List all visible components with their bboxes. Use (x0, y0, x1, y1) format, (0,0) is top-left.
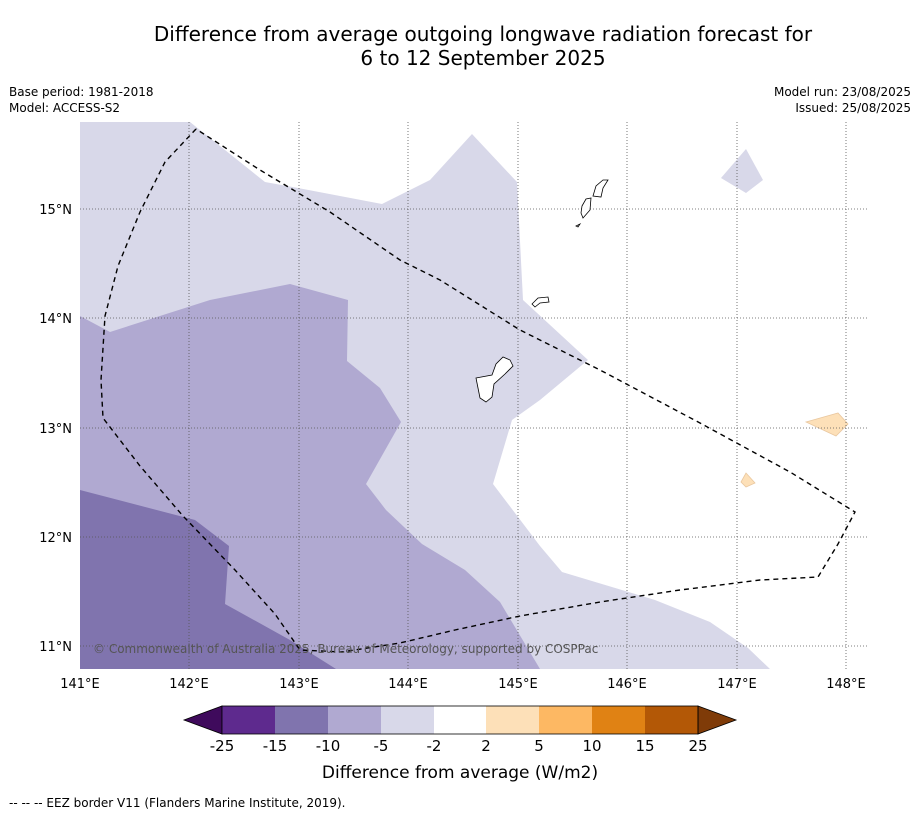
colorbar-segment (434, 706, 486, 734)
model-name: Model: ACCESS-S2 (9, 101, 121, 115)
map-title: Difference from average outgoing longwav… (100, 22, 866, 70)
colorbar-outline (221, 705, 699, 735)
colorbar-title: Difference from average (W/m2) (322, 763, 598, 783)
island-rota (531, 296, 550, 308)
colorbar-tick: -25 (210, 737, 235, 755)
island-guam (475, 356, 514, 403)
contour-light-lavender-ne (721, 149, 763, 193)
colorbar-segment (592, 706, 645, 734)
colorbar-segment (381, 706, 434, 734)
eez-footnote: -- -- -- EEZ border V11 (Flanders Marine… (9, 796, 346, 810)
gridlines (80, 122, 868, 669)
lat-label: 15°N (39, 203, 72, 218)
contour-dark-lavender (80, 490, 336, 669)
lat-label: 11°N (39, 640, 72, 655)
colorbar-tick: -15 (263, 737, 288, 755)
contour-light-orange-2 (740, 472, 756, 488)
colorbar-tick: 5 (534, 737, 544, 755)
contour-light-orange-1 (804, 412, 849, 437)
lon-label: 148°E (826, 677, 866, 692)
colorbar-segment (645, 706, 698, 734)
colorbar-tick: 2 (481, 737, 491, 755)
lat-label: 14°N (39, 312, 72, 327)
meta-left: Base period: 1981-2018 Model: ACCESS-S2 (9, 84, 154, 116)
copyright-text: © Commonwealth of Australia 2025, Bureau… (93, 642, 598, 656)
islands (475, 179, 609, 403)
lon-label: 141°E (60, 677, 100, 692)
base-period: Base period: 1981-2018 (9, 85, 154, 99)
lat-labels: 15°N 14°N 13°N 12°N 11°N (39, 203, 72, 655)
colorbar: -25 -15 -10 -5 -2 2 5 10 15 25 Differenc… (182, 705, 738, 783)
colorbar-segment (222, 706, 275, 734)
lon-label: 145°E (498, 677, 538, 692)
lon-label: 144°E (388, 677, 428, 692)
colorbar-segment (486, 706, 539, 734)
island-tinian (580, 197, 592, 219)
lon-label: 142°E (169, 677, 209, 692)
lon-label: 146°E (607, 677, 647, 692)
model-run: Model run: 23/08/2025 (773, 85, 911, 99)
colorbar-tick: -2 (427, 737, 442, 755)
title-line-2: 6 to 12 September 2025 (360, 46, 606, 70)
colorbar-ticks: -25 -15 -10 -5 -2 2 5 10 15 25 (210, 737, 708, 755)
meta-right: Model run: 23/08/2025 Issued: 25/08/2025 (774, 84, 911, 116)
colorbar-segment (328, 706, 381, 734)
colorbar-tick: 25 (688, 737, 707, 755)
colorbar-segment (539, 706, 592, 734)
colorbar-tick: -10 (316, 737, 341, 755)
colorbar-extend-left (182, 705, 223, 735)
eez-border (100, 128, 856, 653)
lon-labels: 141°E 142°E 143°E 144°E 145°E 146°E 147°… (60, 677, 866, 692)
colorbar-tick: 15 (635, 737, 654, 755)
lon-label: 143°E (279, 677, 319, 692)
map-area: © Commonwealth of Australia 2025, Bureau… (80, 122, 868, 669)
title-line-1: Difference from average outgoing longwav… (153, 22, 813, 46)
lon-label: 147°E (717, 677, 757, 692)
lat-label: 13°N (39, 422, 72, 437)
island-saipan (592, 179, 609, 198)
colorbar-segment (275, 706, 328, 734)
colorbar-tick: -5 (374, 737, 389, 755)
lat-label: 12°N (39, 531, 72, 546)
island-aguijan (575, 222, 582, 228)
colorbar-tick: 10 (582, 737, 601, 755)
colorbar-extend-right (697, 705, 738, 735)
issued-date: Issued: 25/08/2025 (795, 101, 911, 115)
